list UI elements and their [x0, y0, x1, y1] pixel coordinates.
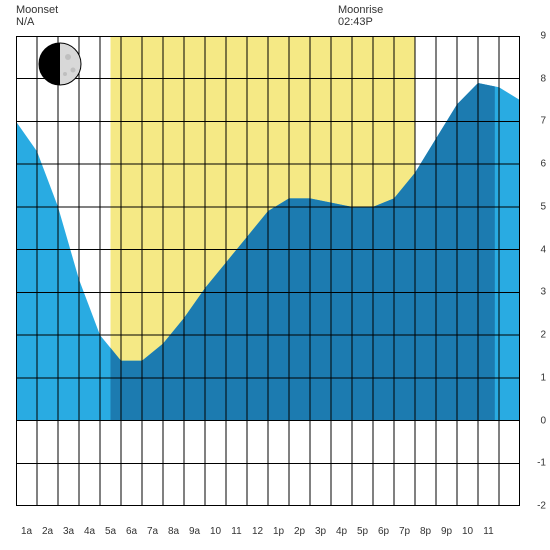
y-tick-label: -2 — [537, 501, 546, 512]
y-tick-label: 7 — [540, 116, 546, 127]
moonrise-value: 02:43P — [338, 16, 383, 28]
x-tick-label: 4a — [84, 526, 95, 537]
x-tick-label: 8a — [168, 526, 179, 537]
x-axis-labels: 1a 2a 3a 4a 5a 6a 7a 8a 9a 10 11 12 1p 2p 3p 4p 5p 6p 7p 8p… — [16, 526, 520, 540]
x-tick-label: 7p — [399, 526, 410, 537]
x-tick-label: 2p — [294, 526, 305, 537]
x-tick-label: 8p — [420, 526, 431, 537]
moonset-label: Moonset — [16, 4, 58, 16]
y-tick-label: 1 — [540, 372, 546, 383]
x-tick-label: 1a — [21, 526, 32, 537]
moonrise-label: Moonrise — [338, 4, 383, 16]
y-axis-labels: -2-10123456789 — [526, 36, 546, 506]
y-tick-label: 9 — [540, 31, 546, 42]
x-tick-label: 6p — [378, 526, 389, 537]
y-tick-label: 4 — [540, 244, 546, 255]
y-tick-label: 6 — [540, 159, 546, 170]
x-tick-label: 5a — [105, 526, 116, 537]
x-tick-label: 9p — [441, 526, 452, 537]
y-tick-label: 0 — [540, 415, 546, 426]
y-tick-label: -1 — [537, 458, 546, 469]
x-tick-label: 3a — [63, 526, 74, 537]
x-tick-label: 7a — [147, 526, 158, 537]
x-tick-label: 11 — [231, 526, 241, 537]
chart-svg — [16, 36, 520, 506]
x-tick-label: 6a — [126, 526, 137, 537]
x-tick-label: 5p — [357, 526, 368, 537]
x-tick-label: 2a — [42, 526, 53, 537]
moon-phase-icon — [38, 42, 82, 86]
x-tick-label: 10 — [210, 526, 221, 537]
moonset-value: N/A — [16, 16, 58, 28]
x-tick-label: 4p — [336, 526, 347, 537]
x-tick-label: 11 — [483, 526, 493, 537]
y-tick-label: 5 — [540, 201, 546, 212]
tide-chart — [16, 36, 520, 506]
x-tick-label: 12 — [252, 526, 263, 537]
y-tick-label: 8 — [540, 73, 546, 84]
x-tick-label: 9a — [189, 526, 200, 537]
moonset-block: Moonset N/A — [16, 4, 58, 28]
y-tick-label: 3 — [540, 287, 546, 298]
y-tick-label: 2 — [540, 330, 546, 341]
x-tick-label: 10 — [462, 526, 473, 537]
x-tick-label: 3p — [315, 526, 326, 537]
x-tick-label: 1p — [273, 526, 284, 537]
moonrise-block: Moonrise 02:43P — [338, 4, 383, 28]
